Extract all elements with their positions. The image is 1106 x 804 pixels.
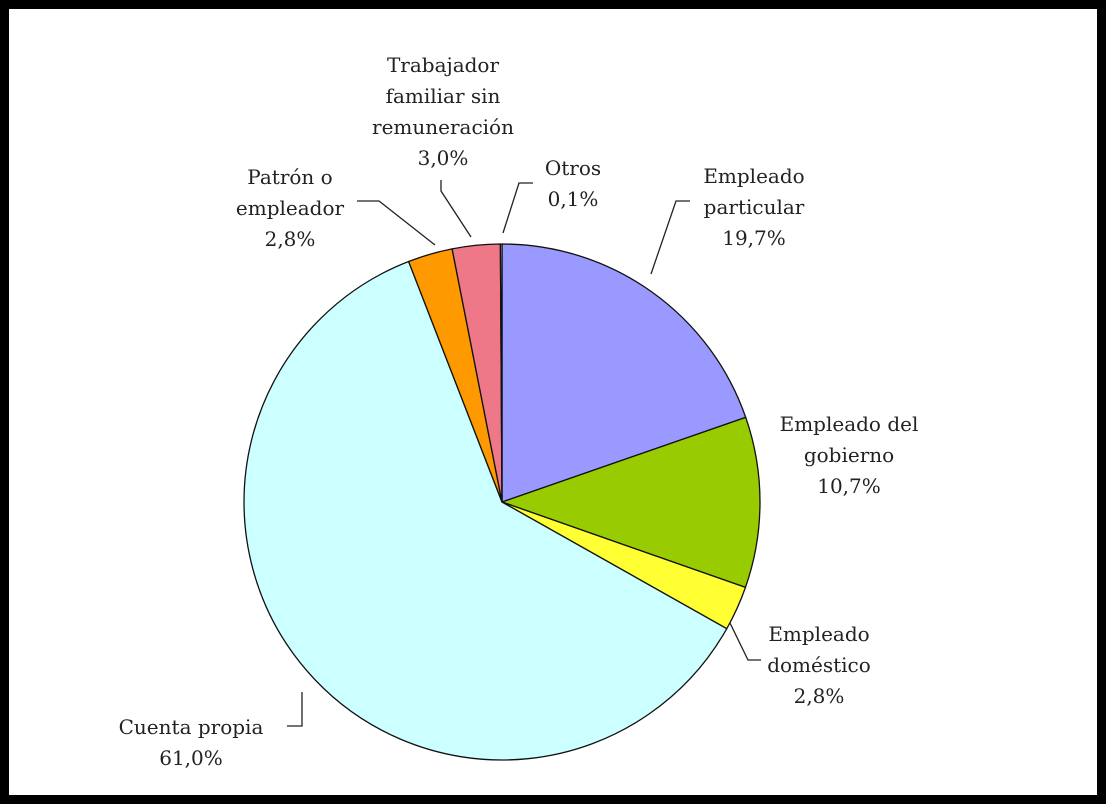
slice-category-label: Cuenta propia	[119, 715, 264, 739]
pie-slices	[243, 243, 761, 761]
pie-slice	[499, 243, 503, 503]
slice-value-label: 0,1%	[548, 187, 599, 211]
slice-category-label: Patrón o	[247, 165, 332, 189]
leader-lines	[287, 180, 761, 727]
pie-slice	[243, 260, 728, 761]
leader-line	[357, 200, 436, 246]
pie-slice	[501, 243, 747, 503]
slice-category-label: Empleado	[703, 164, 804, 188]
slice-category-label: Empleado del	[780, 412, 919, 436]
slice-category-label: gobierno	[804, 443, 894, 467]
slice-label: Cuenta propia 61,0%	[119, 715, 264, 770]
pie-slice	[501, 416, 761, 589]
slice-label: Empleado particular 19,7%	[703, 164, 804, 250]
pie-chart: Empleado particular 19,7% Empleado del gobie…	[119, 53, 919, 770]
slice-value-label: 19,7%	[722, 226, 786, 250]
slice-value-label: 3,0%	[418, 146, 469, 170]
leader-line	[502, 182, 533, 234]
slice-category-label: Trabajador	[387, 53, 500, 77]
leader-line	[440, 180, 472, 238]
slice-category-label: empleador	[236, 196, 345, 220]
slice-category-label: particular	[704, 195, 805, 219]
slice-label: Patrón o empleador 2,8%	[236, 165, 345, 251]
leader-line	[287, 692, 303, 727]
pie-labels: Empleado particular 19,7% Empleado del gobie…	[119, 53, 919, 770]
leader-line	[650, 200, 690, 275]
slice-value-label: 2,8%	[265, 227, 316, 251]
slice-label: Otros 0,1%	[545, 156, 601, 211]
chart-frame: Empleado particular 19,7% Empleado del gobie…	[9, 9, 1097, 795]
slice-category-label: remuneración	[372, 115, 514, 139]
slice-label: Trabajador familiar sin remuneración 3,0%	[372, 53, 514, 170]
slice-label: Empleado doméstico 2,8%	[767, 622, 871, 708]
slice-label: Empleado del gobierno 10,7%	[780, 412, 919, 498]
slice-value-label: 2,8%	[794, 684, 845, 708]
slice-value-label: 10,7%	[817, 474, 881, 498]
slice-category-label: Otros	[545, 156, 601, 180]
leader-line	[729, 622, 761, 661]
slice-category-label: Empleado	[768, 622, 869, 646]
slice-category-label: familiar sin	[386, 84, 501, 108]
slice-value-label: 61,0%	[159, 746, 223, 770]
slice-category-label: doméstico	[767, 653, 871, 677]
